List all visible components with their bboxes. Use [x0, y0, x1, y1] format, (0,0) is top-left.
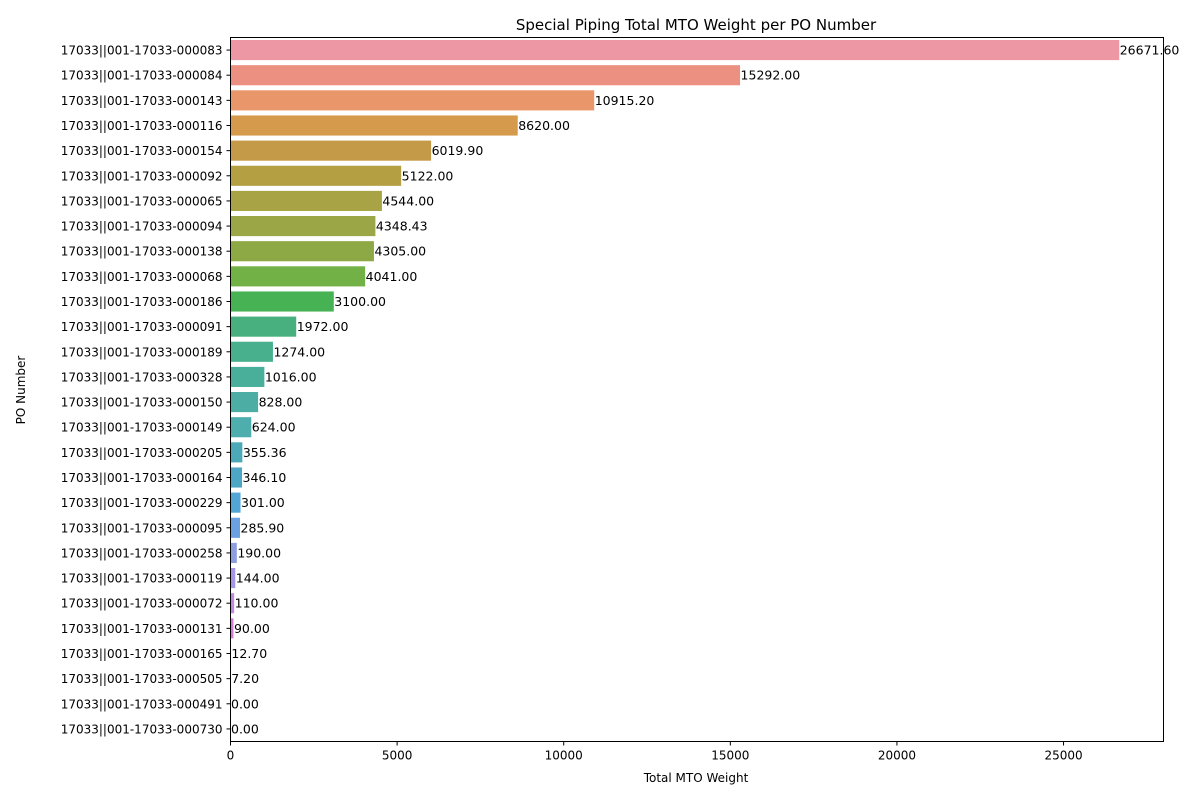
y-tick-label: 17033||001-17033-000095 [61, 521, 223, 535]
y-tick-label: 17033||001-17033-000119 [61, 572, 223, 586]
y-tick-label: 17033||001-17033-000205 [61, 446, 223, 460]
bar [230, 266, 366, 287]
bar [230, 65, 741, 86]
bar [230, 140, 432, 161]
bar [230, 542, 237, 563]
y-tick-label: 17033||001-17033-000730 [61, 722, 223, 736]
y-tick-label: 17033||001-17033-000149 [61, 421, 223, 435]
data-label: 4305.00 [374, 244, 426, 259]
y-axis: 17033||001-17033-000083 17033||001-17033-… [61, 44, 231, 736]
y-tick-label: 17033||001-17033-000084 [61, 69, 223, 83]
data-label: 144.00 [236, 571, 280, 586]
data-label: 15292.00 [741, 68, 801, 83]
data-label: 301.00 [241, 495, 285, 510]
data-label: 346.10 [243, 470, 287, 485]
y-tick-label: 17033||001-17033-000138 [61, 245, 223, 259]
x-axis: 0 5000 10000 15000 20000 25000 [227, 741, 1083, 763]
bar [230, 417, 252, 438]
bar [230, 316, 297, 337]
bar [230, 618, 234, 639]
bar [230, 216, 376, 237]
data-label: 828.00 [259, 395, 303, 410]
bar [230, 392, 259, 413]
y-tick-label: 17033||001-17033-000505 [61, 672, 223, 686]
bar [230, 568, 236, 589]
y-tick-label: 17033||001-17033-000131 [61, 622, 223, 636]
y-tick-label: 17033||001-17033-000091 [61, 320, 223, 334]
bars-group [230, 40, 1120, 689]
bar [230, 190, 382, 211]
bar [230, 517, 241, 538]
x-tick-label: 25000 [1044, 749, 1082, 763]
x-tick-label: 15000 [711, 749, 749, 763]
data-label: 1274.00 [273, 344, 325, 359]
y-tick-label: 17033||001-17033-000491 [61, 697, 223, 711]
data-label: 90.00 [234, 621, 270, 636]
data-label: 285.90 [241, 520, 285, 535]
data-label: 12.70 [231, 646, 267, 661]
data-label: 0.00 [231, 696, 259, 711]
y-tick-label: 17033||001-17033-000083 [61, 44, 223, 58]
y-tick-label: 17033||001-17033-000065 [61, 194, 223, 208]
y-tick-label: 17033||001-17033-000258 [61, 546, 223, 560]
bar [230, 492, 241, 513]
bar [230, 165, 402, 186]
data-label: 355.36 [243, 445, 287, 460]
y-tick-label: 17033||001-17033-000072 [61, 597, 223, 611]
bar [230, 366, 265, 387]
y-tick-label: 17033||001-17033-000154 [61, 144, 223, 158]
bar [230, 593, 235, 614]
bar [230, 90, 595, 111]
data-label: 4348.43 [376, 219, 428, 234]
data-label: 10915.20 [595, 93, 655, 108]
data-label: 4544.00 [382, 193, 434, 208]
data-label: 5122.00 [402, 168, 454, 183]
data-label: 26671.60 [1120, 43, 1180, 58]
bar [230, 442, 243, 463]
y-tick-label: 17033||001-17033-000150 [61, 396, 223, 410]
data-label: 6019.90 [432, 143, 484, 158]
y-tick-label: 17033||001-17033-000092 [61, 169, 223, 183]
plot-frame [230, 37, 1164, 742]
data-label: 1016.00 [265, 369, 317, 384]
bar [230, 115, 518, 136]
x-tick-label: 0 [227, 749, 235, 763]
data-label: 4041.00 [366, 269, 418, 284]
data-label: 7.20 [231, 671, 259, 686]
y-tick-label: 17033||001-17033-000229 [61, 496, 223, 510]
data-label: 0.00 [231, 721, 259, 736]
bar [230, 291, 334, 312]
y-tick-label: 17033||001-17033-000164 [61, 471, 223, 485]
x-tick-label: 5000 [382, 749, 413, 763]
y-tick-label: 17033||001-17033-000328 [61, 370, 223, 384]
data-label: 110.00 [235, 596, 279, 611]
chart-title: Special Piping Total MTO Weight per PO N… [516, 16, 877, 34]
y-axis-label: PO Number [14, 356, 28, 425]
data-label: 1972.00 [297, 319, 349, 334]
bar [230, 40, 1120, 61]
y-tick-label: 17033||001-17033-000165 [61, 647, 223, 661]
data-labels-group: 26671.60 15292.00 10915.20 8620.00 6019.90 51… [231, 43, 1179, 737]
y-tick-label: 17033||001-17033-000116 [61, 119, 223, 133]
data-label: 3100.00 [334, 294, 386, 309]
bar [230, 467, 243, 488]
x-axis-label: Total MTO Weight [643, 771, 749, 785]
y-tick-label: 17033||001-17033-000068 [61, 270, 223, 284]
data-label: 8620.00 [518, 118, 570, 133]
bar [230, 241, 374, 262]
y-tick-label: 17033||001-17033-000143 [61, 94, 223, 108]
y-tick-label: 17033||001-17033-000186 [61, 295, 223, 309]
x-tick-label: 20000 [878, 749, 916, 763]
data-label: 190.00 [237, 545, 281, 560]
bar [230, 341, 273, 362]
y-tick-label: 17033||001-17033-000189 [61, 345, 223, 359]
data-label: 624.00 [252, 420, 296, 435]
x-tick-label: 10000 [545, 749, 583, 763]
y-tick-label: 17033||001-17033-000094 [61, 220, 223, 234]
